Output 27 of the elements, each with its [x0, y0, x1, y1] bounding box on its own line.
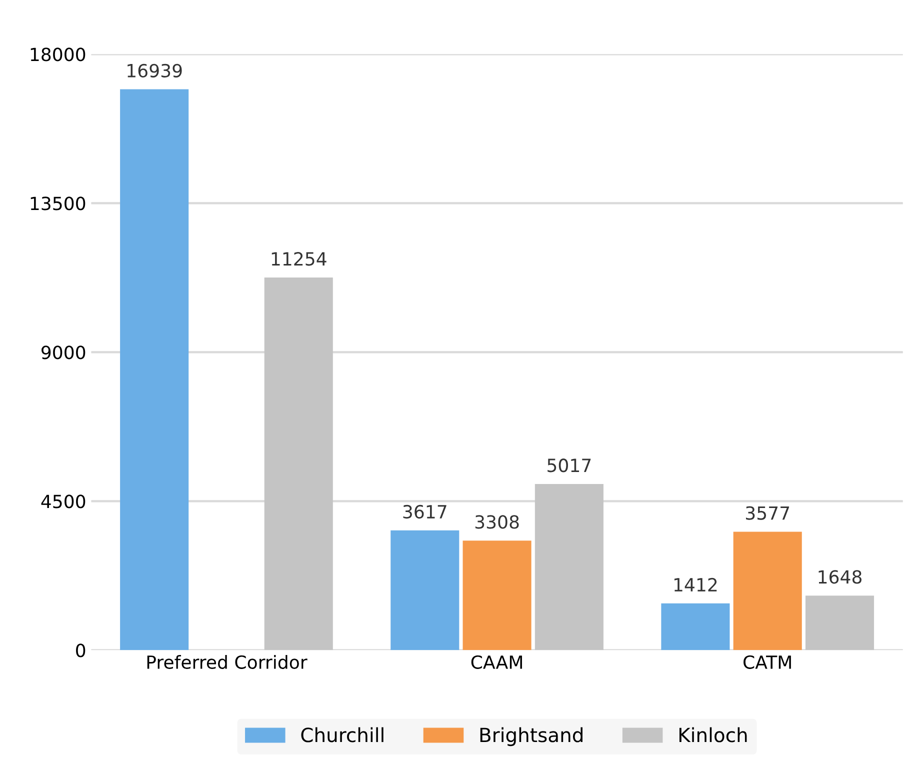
y-tick-label: 0	[76, 644, 86, 658]
x-tick-label: CAAM	[471, 655, 522, 669]
data-label: 5017	[548, 458, 591, 472]
bar	[805, 596, 874, 650]
y-tick-label: 4500	[41, 494, 86, 508]
bar	[390, 530, 460, 650]
y-tick-label: 9000	[42, 346, 86, 360]
data-label: 16939	[128, 64, 182, 78]
x-tick-label: Preferred Corridor	[147, 655, 308, 669]
bar	[534, 484, 604, 650]
bar	[264, 278, 333, 650]
x-tick-label: CATM	[744, 655, 791, 669]
data-label: 11254	[272, 252, 326, 266]
legend-label: Churchill	[301, 727, 384, 742]
bar	[733, 532, 802, 650]
bar	[462, 540, 532, 650]
legend-label: Kinloch	[679, 727, 747, 742]
y-tick-label: 13500	[30, 196, 86, 210]
legend-label: Brightsand	[480, 727, 582, 746]
data-label: 1648	[818, 570, 862, 584]
y-tick-label: 18000	[30, 48, 86, 62]
data-label: 3617	[403, 504, 446, 519]
data-label: 1412	[674, 578, 717, 592]
data-label: 3577	[746, 506, 790, 520]
bar	[120, 89, 189, 650]
data-label: 3308	[475, 515, 519, 529]
bar	[661, 603, 730, 650]
